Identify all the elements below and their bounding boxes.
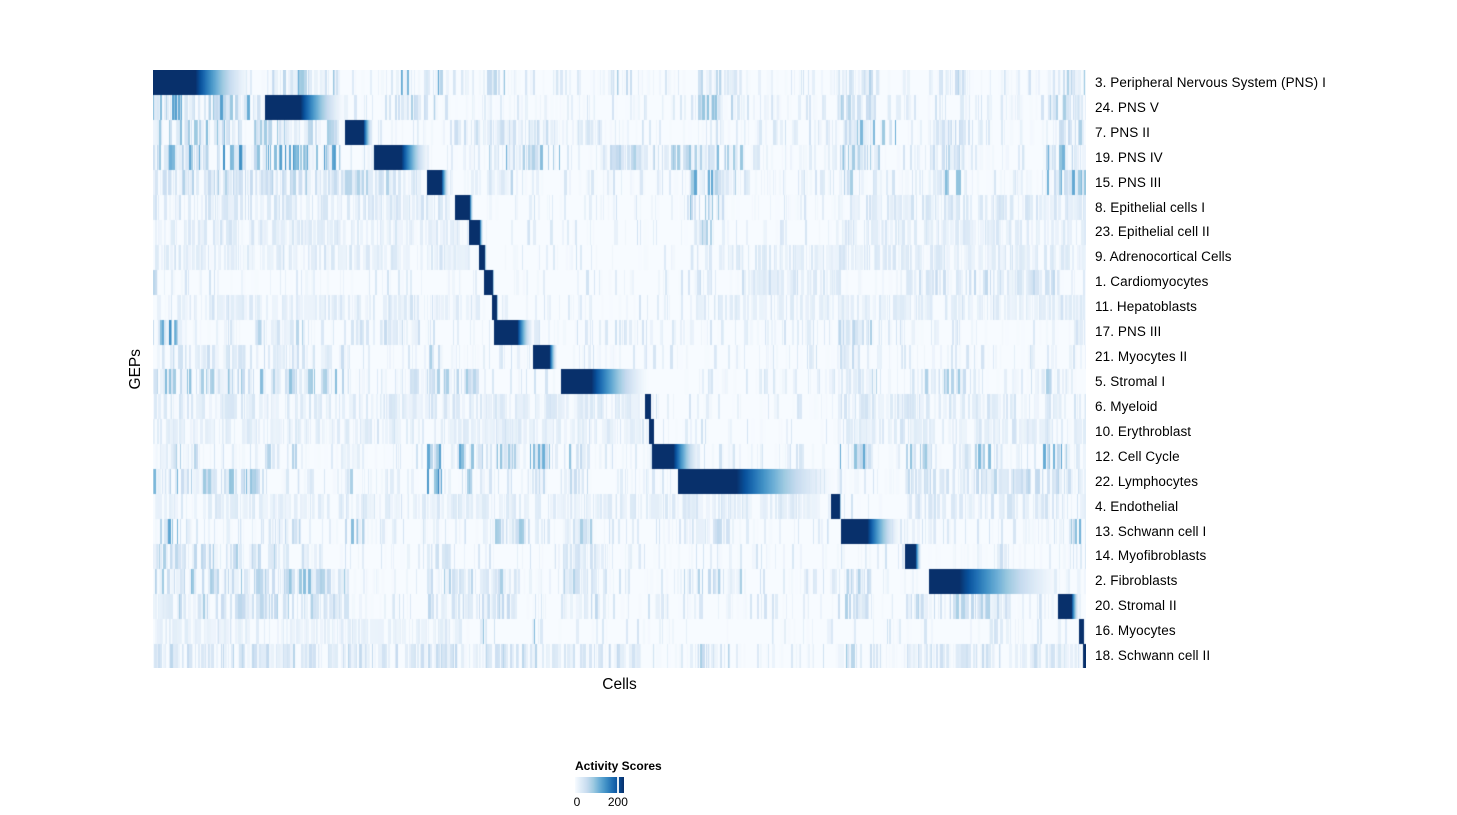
row-label: 10. Erythroblast bbox=[1095, 423, 1192, 439]
colorbar-legend: Activity Scores 0 200 bbox=[573, 759, 715, 810]
colorbar-max-tick bbox=[616, 777, 619, 793]
y-axis-title-text: GEPs bbox=[127, 348, 144, 390]
row-label: 13. Schwann cell I bbox=[1095, 523, 1207, 539]
row-label: 14. Myofibroblasts bbox=[1095, 548, 1207, 564]
row-label: 18. Schwann cell II bbox=[1095, 648, 1211, 664]
y-axis-title: GEPs bbox=[122, 70, 150, 668]
row-label: 22. Lymphocytes bbox=[1095, 473, 1199, 489]
row-label: 2. Fibroblasts bbox=[1095, 573, 1178, 589]
legend-title: Activity Scores bbox=[575, 759, 662, 773]
heatmap-canvas bbox=[153, 70, 1086, 668]
colorbar-max-label: 200 bbox=[607, 795, 628, 809]
row-label: 19. PNS IV bbox=[1095, 149, 1163, 165]
row-label: 9. Adrenocortical Cells bbox=[1095, 249, 1232, 265]
x-axis-title: Cells bbox=[602, 676, 637, 693]
colorbar-gradient bbox=[575, 777, 624, 793]
row-label: 5. Stromal I bbox=[1095, 374, 1166, 390]
row-label: 12. Cell Cycle bbox=[1095, 448, 1180, 464]
row-label: 23. Epithelial cell II bbox=[1095, 224, 1210, 240]
row-label: 6. Myeloid bbox=[1095, 398, 1158, 414]
row-label: 20. Stromal II bbox=[1095, 598, 1177, 614]
colorbar-tick-labels: 0 200 bbox=[573, 795, 628, 810]
row-label: 7. PNS II bbox=[1095, 124, 1150, 140]
row-label: 8. Epithelial cells I bbox=[1095, 199, 1206, 215]
colorbar-min-label: 0 bbox=[573, 795, 581, 809]
row-label: 16. Myocytes bbox=[1095, 623, 1176, 639]
row-label: 4. Endothelial bbox=[1095, 498, 1179, 514]
row-label: 17. PNS III bbox=[1095, 324, 1162, 340]
gep-row-labels: 3. Peripheral Nervous System (PNS) I 24. … bbox=[1095, 70, 1455, 668]
row-label: 15. PNS III bbox=[1095, 174, 1162, 190]
row-label: 11. Hepatoblasts bbox=[1095, 299, 1197, 315]
row-label: 1. Cardiomyocytes bbox=[1095, 274, 1209, 290]
row-label: 21. Myocytes II bbox=[1095, 349, 1188, 365]
row-label: 24. PNS V bbox=[1095, 99, 1159, 115]
row-label: 3. Peripheral Nervous System (PNS) I bbox=[1095, 74, 1326, 90]
